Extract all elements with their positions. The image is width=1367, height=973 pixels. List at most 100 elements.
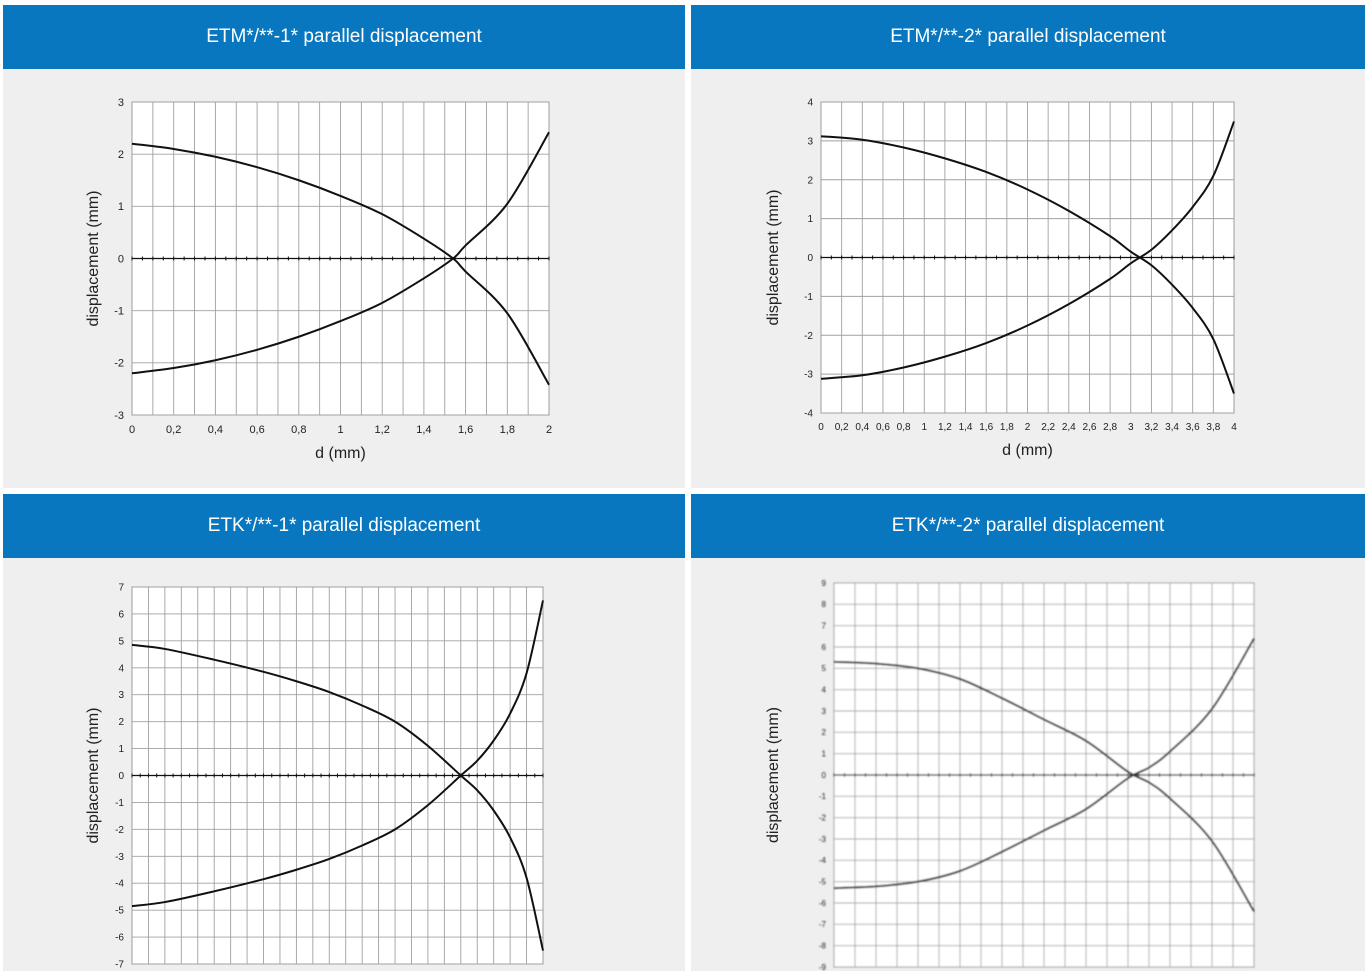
chart-title: ETK*/**-1* parallel displacement	[3, 494, 685, 558]
y-tick-label: 1	[118, 201, 124, 213]
y-tick-label: -3	[114, 410, 124, 422]
y-tick-label: 4	[118, 663, 124, 674]
y-tick-label: 2	[118, 717, 124, 728]
x-tick-label: 1,6	[458, 424, 473, 436]
y-tick-label: -3	[115, 852, 124, 863]
y-tick-label: 1	[118, 744, 124, 755]
y-tick-label: 0	[822, 771, 827, 780]
x-tick-label: 3,8	[1206, 422, 1220, 433]
chart-svg-etm-1: 0 0,2 0,4 0,6 0,8 1 1,2 1,4 1,6 1,8 2 -3 -2 -1 0 1 2 3 d (…	[85, 97, 552, 462]
y-tick-label: 4	[822, 685, 827, 694]
y-axis-label: displacement (mm)	[85, 707, 102, 843]
x-tick-label: 0,4	[855, 422, 869, 433]
y-tick-label: -5	[819, 877, 827, 886]
y-tick-label: -1	[804, 292, 813, 303]
chart-panel-etm-1: ETM*/**-1* parallel displacement 0 0,2 0,4…	[3, 5, 685, 488]
x-tick-label: 0,4	[208, 424, 223, 436]
y-tick-label: -4	[819, 856, 827, 865]
x-tick-label: 3,4	[1165, 422, 1179, 433]
chart-panel-etk-1: ETK*/**-1* parallel displacement 00,20,4…	[3, 494, 685, 971]
series-line-1	[820, 135, 1235, 394]
x-tick-label: 0,8	[897, 422, 911, 433]
series-line-2	[131, 131, 550, 375]
x-tick-label: 1	[921, 422, 927, 433]
x-tick-label: 3	[1128, 422, 1134, 433]
y-tick-label: -3	[819, 835, 827, 844]
chart-panel-etm-2: ETM*/**-2* parallel displacement 0 0,2 0,4…	[691, 5, 1365, 488]
y-tick-label: 9	[822, 579, 827, 588]
y-tick-label: 0	[118, 771, 124, 782]
y-axis-label: displacement (mm)	[765, 707, 782, 843]
y-tick-label: -7	[819, 920, 827, 929]
plot-group: 00,20,40,60,811,21,41,61,822,22,42,62,83…	[115, 583, 544, 971]
y-tick-label: 3	[118, 690, 124, 701]
y-tick-label: 0	[118, 253, 124, 265]
y-tick-label: -2	[819, 813, 827, 822]
plot-group: 0 0,2 0,4 0,6 0,8 1 1,2 1,4 1,6 1,8 2 2,2 2,4 2,6 2,8 3…	[804, 98, 1237, 434]
x-tick-label: 2	[1025, 422, 1031, 433]
y-tick-label: 8	[822, 600, 827, 609]
plot-group: 00,40,81,21,622,42,83,23,644,44,85,25,66…	[819, 579, 1255, 971]
x-tick-label: 1,6	[979, 422, 993, 433]
x-tick-label: 2,6	[1082, 422, 1096, 433]
y-tick-label: -9	[819, 963, 827, 971]
x-tick-label: 0,6	[249, 424, 264, 436]
y-tick-label: -3	[804, 370, 813, 381]
x-tick-label: 0,2	[835, 422, 849, 433]
x-tick-label: 2,4	[1062, 422, 1076, 433]
x-tick-label: 0,6	[876, 422, 890, 433]
y-tick-label: -1	[114, 306, 124, 318]
y-tick-label: 7	[822, 621, 827, 630]
y-tick-label: 7	[118, 583, 124, 594]
series-line-1	[131, 643, 544, 951]
chart-svg-etm-2: 0 0,2 0,4 0,6 0,8 1 1,2 1,4 1,6 1,8 2 2,2 2,4 2,6 2,8 3…	[765, 98, 1237, 460]
y-tick-label: 6	[822, 643, 827, 652]
y-tick-label: 2	[807, 175, 813, 186]
y-tick-label: 2	[118, 149, 124, 161]
y-tick-label: 6	[118, 609, 124, 620]
x-tick-label: 1,8	[500, 424, 515, 436]
y-tick-label: -1	[819, 792, 827, 801]
x-tick-label: 1,4	[416, 424, 431, 436]
chart-svg-etk-1: 00,20,40,60,811,21,41,61,822,22,42,62,83…	[85, 583, 544, 971]
y-tick-label: -2	[114, 358, 124, 370]
y-tick-label: 3	[822, 707, 827, 716]
y-tick-label: -5	[115, 906, 124, 917]
x-tick-label: 4	[1231, 422, 1237, 433]
x-tick-label: 3,6	[1186, 422, 1200, 433]
x-tick-label: 0,8	[291, 424, 306, 436]
y-tick-label: 2	[822, 728, 827, 737]
y-tick-label: -6	[115, 933, 124, 944]
chart-title: ETM*/**-1* parallel displacement	[3, 5, 685, 69]
series-line-2	[820, 121, 1235, 380]
x-tick-label: 2,8	[1103, 422, 1117, 433]
x-tick-label: 0	[818, 422, 824, 433]
x-tick-label: 0	[129, 424, 135, 436]
series-line-1	[131, 142, 550, 386]
chart-title: ETK*/**-2* parallel displacement	[691, 494, 1365, 558]
x-tick-label: 2,2	[1041, 422, 1055, 433]
y-tick-label: -2	[115, 825, 124, 836]
y-tick-label: 5	[822, 664, 827, 673]
x-tick-label: 1,4	[959, 422, 973, 433]
y-tick-label: -8	[819, 941, 827, 950]
series-line-2	[131, 600, 544, 908]
y-tick-label: -4	[115, 879, 124, 890]
x-axis-label: d (mm)	[1002, 442, 1053, 459]
chart-title: ETM*/**-2* parallel displacement	[691, 5, 1365, 69]
y-tick-label: -2	[804, 331, 813, 342]
plot-group: 0 0,2 0,4 0,6 0,8 1 1,2 1,4 1,6 1,8 2 -3 -2 -1 0 1 2 3	[114, 97, 552, 436]
x-axis-label: d (mm)	[315, 445, 366, 462]
x-tick-label: 1,2	[938, 422, 952, 433]
y-tick-label: 5	[118, 636, 124, 647]
y-tick-label: 1	[807, 214, 813, 225]
y-tick-label: -6	[819, 899, 827, 908]
series-line-1	[833, 660, 1255, 913]
chart-svg-etk-2: 00,40,81,21,622,42,83,23,644,44,85,25,66…	[765, 579, 1255, 971]
y-tick-label: 1	[822, 749, 827, 758]
y-tick-label: -1	[115, 798, 124, 809]
x-tick-label: 1,2	[375, 424, 390, 436]
x-tick-label: 1,8	[1000, 422, 1014, 433]
y-tick-label: -7	[115, 960, 124, 971]
y-tick-label: 4	[807, 98, 813, 109]
